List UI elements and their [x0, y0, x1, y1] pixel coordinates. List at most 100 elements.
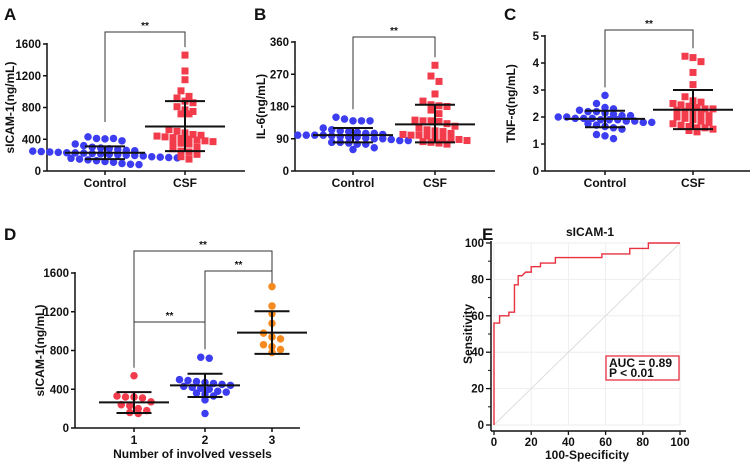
y-tick-label: 100 [465, 238, 484, 250]
data-point-control [71, 140, 79, 148]
y-tick-label: 1 [533, 139, 540, 151]
data-point-csf [399, 130, 407, 138]
chart-title: sICAM-1 [566, 225, 614, 239]
data-point-control [379, 135, 387, 143]
data-point-2 [184, 376, 192, 385]
roc-curve [493, 242, 680, 425]
data-point-2 [197, 353, 205, 362]
y-tick-label: 60 [471, 311, 484, 323]
data-point-control [80, 141, 88, 150]
data-point-control [584, 120, 592, 128]
data-point-control [97, 150, 105, 158]
data-point-csf [697, 117, 705, 125]
data-point-control [294, 131, 302, 139]
data-point-control [396, 136, 404, 145]
data-point-csf [201, 137, 209, 145]
x-tick-label: Control [332, 176, 375, 190]
data-point-csf [681, 108, 689, 116]
data-point-csf [185, 140, 193, 148]
significance-label: ** [166, 311, 174, 322]
data-point-csf [443, 103, 451, 110]
data-point-csf [415, 131, 423, 139]
data-point-csf [693, 124, 701, 132]
data-point-csf [169, 134, 177, 142]
data-point-2 [222, 388, 230, 396]
data-point-control [114, 145, 122, 154]
data-point-csf [685, 102, 693, 110]
data-point-3 [259, 340, 268, 349]
data-point-control [101, 135, 109, 143]
data-point-csf [181, 67, 189, 75]
data-point-1 [126, 401, 134, 410]
panel-letter: B [254, 5, 266, 24]
y-tick-label: 40 [471, 347, 484, 359]
data-point-control [37, 147, 45, 156]
data-point-csf [463, 137, 471, 145]
data-point-2 [175, 375, 184, 384]
data-point-csf [673, 113, 681, 121]
x-tick-label: 60 [599, 437, 612, 449]
y-tick-label: 360 [270, 37, 289, 49]
data-point-csf [689, 81, 697, 89]
data-point-control [67, 154, 75, 163]
significance-bracket [604, 29, 694, 88]
data-point-csf [435, 77, 443, 85]
data-point-csf [197, 131, 205, 139]
y-tick-label: 800 [50, 346, 69, 358]
data-point-control [302, 131, 310, 139]
panel-letter: C [504, 5, 516, 24]
y-tick-label: 180 [270, 102, 289, 114]
y-axis-label: IL-6(ng/mL) [254, 74, 268, 139]
y-tick-label: 400 [50, 384, 69, 396]
data-point-csf [689, 54, 697, 62]
data-point-csf [173, 94, 181, 102]
x-tick-label: 20 [525, 437, 538, 449]
x-tick-label: 3 [269, 433, 276, 447]
data-point-control [139, 152, 147, 160]
data-point-control [609, 134, 618, 143]
x-tick-label: 0 [491, 437, 497, 449]
data-point-csf [697, 98, 705, 106]
data-point-control [357, 117, 366, 125]
significance-label: ** [390, 26, 398, 37]
data-point-control [592, 99, 601, 108]
significance-bracket [352, 36, 436, 110]
data-point-csf [697, 110, 705, 118]
p-value-label: P < 0.01 [609, 366, 654, 380]
data-point-control [609, 110, 618, 119]
panel-c: C 0 1 2 3 4 5 TNF-α(ng/mL) Control CSF ** [504, 5, 750, 190]
data-point-csf [447, 135, 455, 143]
data-point-control [648, 118, 656, 127]
data-point-csf [705, 118, 713, 126]
data-point-csf [439, 134, 447, 142]
data-point-1 [113, 392, 121, 400]
x-tick-label: 1 [131, 433, 138, 447]
y-tick-label: 1200 [15, 71, 41, 83]
data-point-2 [197, 384, 205, 393]
data-point-control [75, 155, 84, 163]
data-point-csf [193, 143, 201, 151]
data-point-csf [177, 110, 185, 118]
data-point-csf [681, 114, 689, 122]
data-point-csf [685, 122, 693, 130]
data-point-csf [427, 117, 435, 125]
data-point-csf [161, 133, 169, 141]
data-point-csf [177, 139, 185, 147]
x-tick-label: 2 [202, 433, 209, 447]
data-point-csf [435, 110, 443, 118]
data-point-csf [435, 102, 443, 110]
x-tick-label: 100 [670, 437, 689, 449]
data-point-control [118, 159, 126, 168]
data-point-control [349, 117, 357, 125]
y-axis-label: sICAM-1(ng/mL) [3, 62, 17, 154]
x-tick-label: CSF [681, 176, 705, 190]
data-point-control [105, 150, 113, 159]
data-point-control [156, 153, 164, 161]
data-point-csf [693, 128, 701, 136]
significance-label: ** [199, 240, 207, 251]
data-point-csf [669, 100, 677, 107]
panel-letter: D [4, 225, 16, 244]
data-point-csf [447, 129, 455, 137]
data-point-csf [423, 126, 431, 134]
